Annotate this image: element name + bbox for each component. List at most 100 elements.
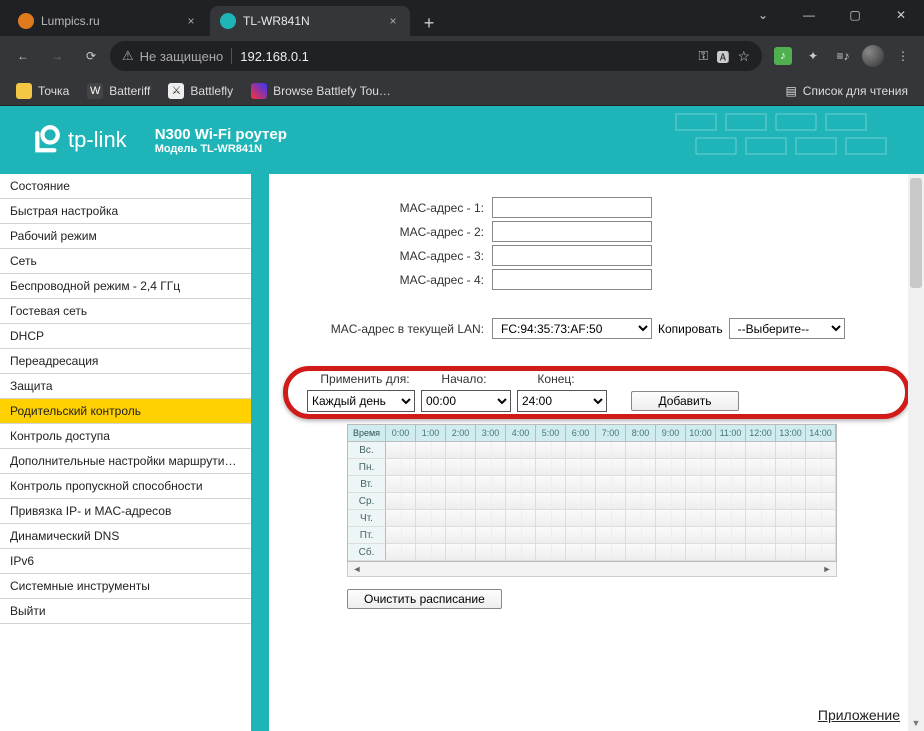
- lan-mac-select[interactable]: FC:94:35:73:AF:50: [492, 318, 652, 339]
- grid-cell[interactable]: [536, 442, 566, 459]
- grid-cell[interactable]: [386, 442, 416, 459]
- grid-cell[interactable]: [566, 493, 596, 510]
- grid-cell[interactable]: [416, 510, 446, 527]
- grid-cell[interactable]: [386, 544, 416, 561]
- grid-cell[interactable]: [506, 527, 536, 544]
- grid-cell[interactable]: [476, 510, 506, 527]
- grid-cell[interactable]: [506, 493, 536, 510]
- end-select[interactable]: 24:00: [517, 390, 607, 412]
- mac2-input[interactable]: [492, 221, 652, 242]
- grid-cell[interactable]: [716, 527, 746, 544]
- sidebar-item[interactable]: IPv6: [0, 549, 251, 574]
- grid-cell[interactable]: [776, 493, 806, 510]
- sidebar-item[interactable]: Выйти: [0, 599, 251, 624]
- grid-cell[interactable]: [746, 442, 776, 459]
- menu-icon[interactable]: ⋮: [890, 43, 916, 69]
- grid-cell[interactable]: [416, 493, 446, 510]
- grid-cell[interactable]: [506, 442, 536, 459]
- content-scrollbar[interactable]: ▲ ▼: [908, 174, 924, 731]
- grid-cell[interactable]: [446, 459, 476, 476]
- grid-cell[interactable]: [686, 510, 716, 527]
- grid-cell[interactable]: [746, 459, 776, 476]
- tab-lumpics[interactable]: Lumpics.ru ×: [8, 6, 208, 36]
- grid-cell[interactable]: [776, 476, 806, 493]
- grid-cell[interactable]: [446, 476, 476, 493]
- grid-cell[interactable]: [416, 544, 446, 561]
- grid-cell[interactable]: [746, 510, 776, 527]
- grid-cell[interactable]: [746, 544, 776, 561]
- grid-cell[interactable]: [716, 510, 746, 527]
- grid-cell[interactable]: [536, 527, 566, 544]
- grid-cell[interactable]: [626, 442, 656, 459]
- grid-cell[interactable]: [656, 442, 686, 459]
- sidebar-item[interactable]: DHCP: [0, 324, 251, 349]
- grid-cell[interactable]: [566, 510, 596, 527]
- grid-cell[interactable]: [776, 544, 806, 561]
- back-button[interactable]: ←: [8, 41, 38, 71]
- grid-cell[interactable]: [716, 459, 746, 476]
- grid-cell[interactable]: [776, 459, 806, 476]
- grid-cell[interactable]: [536, 544, 566, 561]
- minimize-button[interactable]: ―: [786, 0, 832, 30]
- grid-cell[interactable]: [656, 544, 686, 561]
- grid-cell[interactable]: [566, 544, 596, 561]
- address-bar[interactable]: ⚠ Не защищено 192.168.0.1 ⚿ 🅰 ☆: [110, 41, 762, 71]
- star-icon[interactable]: ☆: [737, 48, 750, 65]
- grid-cell[interactable]: [536, 476, 566, 493]
- new-tab-button[interactable]: +: [416, 10, 442, 36]
- grid-cell[interactable]: [626, 476, 656, 493]
- grid-cell[interactable]: [596, 459, 626, 476]
- close-button[interactable]: ✕: [878, 0, 924, 30]
- grid-cell[interactable]: [806, 527, 836, 544]
- sidebar-item[interactable]: Системные инструменты: [0, 574, 251, 599]
- grid-cell[interactable]: [416, 527, 446, 544]
- grid-cell[interactable]: [596, 527, 626, 544]
- sidebar-item[interactable]: Дополнительные настройки маршрутизации: [0, 449, 251, 474]
- grid-cell[interactable]: [776, 442, 806, 459]
- security-indicator[interactable]: ⚠ Не защищено: [122, 48, 223, 64]
- grid-cell[interactable]: [806, 510, 836, 527]
- grid-cell[interactable]: [476, 544, 506, 561]
- bookmark-item[interactable]: ⚔Battlefly: [160, 78, 241, 104]
- grid-cell[interactable]: [476, 527, 506, 544]
- grid-cell[interactable]: [596, 476, 626, 493]
- reload-button[interactable]: ⟳: [76, 41, 106, 71]
- grid-cell[interactable]: [506, 476, 536, 493]
- grid-cell[interactable]: [416, 442, 446, 459]
- grid-cell[interactable]: [476, 459, 506, 476]
- grid-cell[interactable]: [386, 476, 416, 493]
- grid-cell[interactable]: [686, 459, 716, 476]
- grid-cell[interactable]: [626, 510, 656, 527]
- grid-cell[interactable]: [476, 476, 506, 493]
- grid-cell[interactable]: [806, 476, 836, 493]
- grid-cell[interactable]: [446, 442, 476, 459]
- mac1-input[interactable]: [492, 197, 652, 218]
- grid-cell[interactable]: [446, 493, 476, 510]
- key-icon[interactable]: ⚿: [699, 48, 709, 64]
- bookmark-item[interactable]: Browse Battlefy Tou…: [243, 78, 399, 104]
- grid-cell[interactable]: [686, 527, 716, 544]
- sidebar-item[interactable]: Динамический DNS: [0, 524, 251, 549]
- grid-cell[interactable]: [656, 527, 686, 544]
- grid-cell[interactable]: [476, 442, 506, 459]
- grid-cell[interactable]: [446, 510, 476, 527]
- extensions-icon[interactable]: ✦: [800, 43, 826, 69]
- grid-scrollbar[interactable]: ◄ ►: [347, 562, 837, 577]
- close-icon[interactable]: ×: [386, 14, 400, 28]
- grid-cell[interactable]: [746, 493, 776, 510]
- grid-cell[interactable]: [566, 442, 596, 459]
- grid-cell[interactable]: [506, 510, 536, 527]
- translate-icon[interactable]: 🅰: [716, 47, 729, 66]
- sidebar-item[interactable]: Родительский контроль: [0, 399, 251, 424]
- day-select[interactable]: Каждый день: [307, 390, 415, 412]
- grid-cell[interactable]: [746, 476, 776, 493]
- sidebar-item[interactable]: Переадресация: [0, 349, 251, 374]
- grid-cell[interactable]: [626, 527, 656, 544]
- maximize-button[interactable]: ▢: [832, 0, 878, 30]
- forward-button[interactable]: →: [42, 41, 72, 71]
- grid-cell[interactable]: [716, 442, 746, 459]
- grid-cell[interactable]: [536, 510, 566, 527]
- grid-cell[interactable]: [656, 510, 686, 527]
- grid-cell[interactable]: [776, 527, 806, 544]
- scroll-right-icon[interactable]: ►: [820, 563, 834, 575]
